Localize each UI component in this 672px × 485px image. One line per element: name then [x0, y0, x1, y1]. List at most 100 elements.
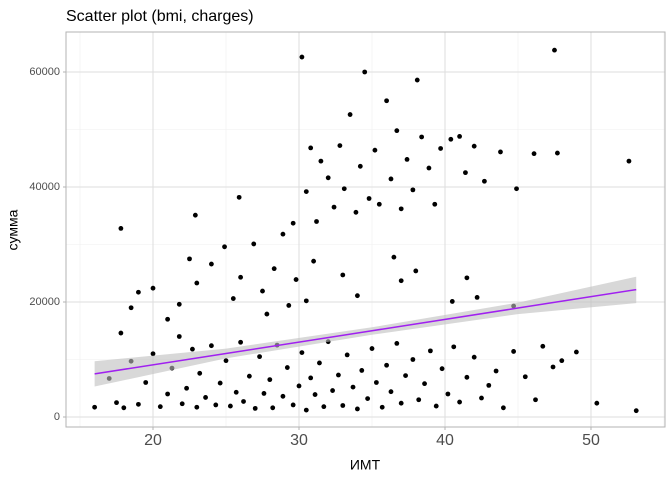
point	[493, 368, 499, 374]
point	[394, 341, 400, 346]
point	[290, 220, 296, 226]
point	[118, 226, 124, 231]
point	[340, 403, 346, 408]
point	[336, 372, 341, 378]
point	[114, 400, 119, 406]
point	[347, 112, 353, 117]
point	[246, 373, 252, 379]
point	[330, 388, 335, 393]
point	[230, 296, 236, 301]
point	[398, 278, 404, 284]
point	[308, 145, 314, 151]
point	[143, 380, 149, 385]
point	[427, 348, 433, 354]
point	[317, 360, 322, 366]
point	[388, 176, 394, 182]
point	[522, 374, 528, 380]
point	[340, 272, 346, 278]
point	[176, 334, 182, 339]
x-axis-label: ИМТ	[350, 457, 381, 473]
point	[373, 380, 379, 385]
y-tick-label: 40000	[29, 181, 60, 193]
point	[194, 280, 200, 286]
point	[559, 358, 565, 364]
point	[366, 196, 372, 201]
point	[187, 256, 192, 262]
point	[227, 403, 233, 409]
point	[372, 147, 378, 153]
point	[293, 277, 299, 282]
point	[464, 374, 470, 380]
point	[280, 393, 286, 399]
point	[299, 350, 305, 356]
point	[290, 402, 296, 408]
point	[422, 381, 427, 387]
point	[296, 383, 302, 389]
point	[165, 316, 171, 322]
point	[257, 354, 262, 360]
point	[238, 274, 244, 280]
point	[394, 128, 400, 134]
point	[176, 301, 182, 307]
point	[354, 293, 360, 299]
point	[251, 241, 257, 247]
point	[150, 285, 156, 291]
point	[448, 136, 454, 142]
point	[540, 343, 546, 349]
point	[165, 391, 171, 397]
point	[284, 365, 290, 370]
x-tick-label: 20	[144, 432, 162, 449]
point	[236, 194, 242, 200]
point	[267, 377, 273, 383]
point	[471, 354, 477, 360]
point	[419, 134, 425, 140]
point	[410, 187, 416, 193]
point	[514, 186, 519, 192]
point	[136, 401, 141, 407]
point	[150, 351, 156, 357]
point	[464, 275, 470, 281]
point	[479, 395, 484, 401]
point	[209, 343, 214, 349]
y-tick-label: 60000	[29, 66, 60, 78]
point	[414, 77, 420, 83]
point	[410, 357, 416, 362]
point	[486, 382, 492, 388]
point	[384, 98, 389, 104]
point	[314, 219, 319, 224]
point	[511, 349, 517, 354]
point	[350, 384, 356, 390]
point	[457, 399, 462, 405]
point	[398, 400, 404, 406]
point	[404, 157, 410, 162]
point	[121, 405, 127, 411]
point	[533, 397, 538, 403]
point	[233, 389, 239, 395]
point	[312, 392, 318, 397]
point	[388, 389, 394, 395]
point	[433, 403, 439, 409]
point	[299, 54, 305, 60]
y-axis-label: сумма	[5, 209, 21, 250]
point	[241, 399, 246, 404]
point	[260, 288, 265, 294]
point	[550, 364, 556, 370]
point	[498, 149, 503, 155]
point	[280, 231, 286, 237]
chart-title: Scatter plot (bmi, charges)	[66, 8, 254, 25]
point	[192, 212, 198, 218]
point	[223, 358, 229, 364]
point	[353, 209, 359, 215]
trend-line	[94, 288, 637, 375]
point	[194, 404, 200, 410]
point	[157, 404, 163, 410]
point	[500, 405, 506, 411]
point	[357, 163, 363, 169]
point	[413, 268, 419, 274]
point	[331, 204, 337, 210]
point	[252, 405, 258, 411]
point	[303, 189, 309, 195]
point	[457, 134, 462, 139]
point	[384, 362, 389, 368]
